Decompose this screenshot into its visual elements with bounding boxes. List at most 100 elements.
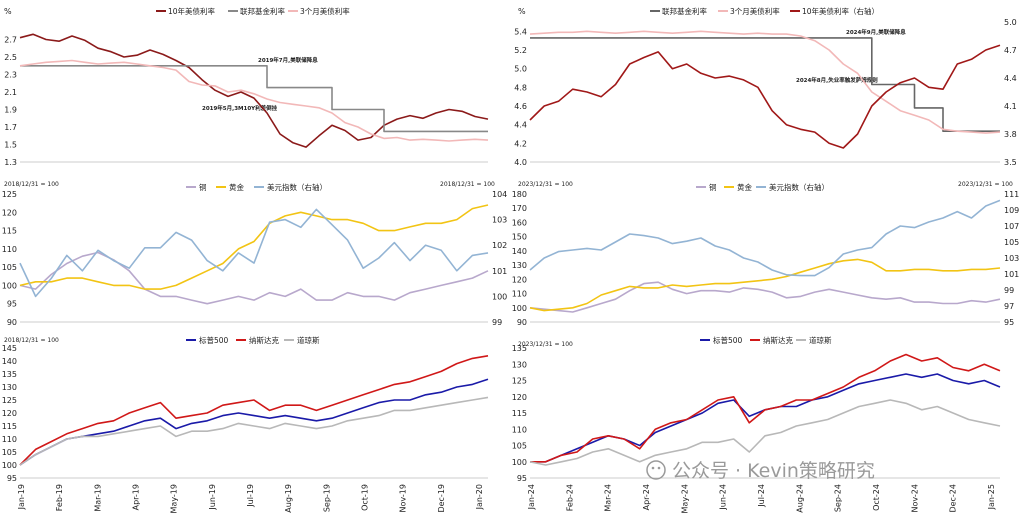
y2-tick-label: 101 — [492, 267, 507, 276]
y-tick-label: 140 — [2, 357, 17, 366]
y-tick-label: 1.9 — [4, 106, 17, 115]
y-tick-label: 125 — [2, 396, 17, 405]
chart-equities-2019: 2018/12/31 = 100 标普500 纳斯达克 道琼斯 145 140 13… — [2, 335, 489, 513]
base-label-right-3: 2023/12/31 = 100 — [958, 181, 1013, 188]
y2-tick-label: 109 — [1004, 206, 1019, 215]
y-tick-label: 145 — [2, 344, 17, 353]
y-tick-label: 115 — [2, 422, 17, 431]
y-tick-label: 2.3 — [4, 71, 17, 80]
legend-0-2: 3个月美债利率 — [300, 6, 350, 16]
x-tick-label: Oct-19 — [361, 484, 370, 511]
x-tick-label: Jan-20 — [475, 484, 484, 510]
legend-5-1: 纳斯达克 — [763, 335, 793, 345]
legend-1-2: 10年美债利率（右轴） — [802, 6, 879, 16]
y2-tick-label: 95 — [1004, 318, 1014, 327]
series-line — [530, 353, 1001, 463]
y-tick-label: 105 — [512, 442, 527, 451]
y2-tick-label: 103 — [492, 216, 507, 225]
y-tick-label: 5.0 — [514, 65, 527, 74]
y-tick-label: 130 — [512, 261, 527, 270]
y2-tick-label: 4.1 — [1004, 102, 1017, 111]
x-tick-label: Jun-24 — [719, 484, 728, 511]
x-tick-label: Oct-24 — [872, 484, 881, 511]
y2-tick-label: 103 — [1004, 254, 1019, 263]
chart-commodities-2019: 2018/12/31 = 100 2018/12/31 = 100 铜 黄金 美… — [2, 181, 508, 327]
legend-1-0: 联邦基金利率 — [662, 6, 707, 16]
series-line — [19, 59, 489, 142]
series-line — [530, 373, 1001, 463]
y-tick-label: 150 — [512, 233, 527, 242]
series-line — [19, 355, 489, 466]
y-tick-label: 1.3 — [4, 158, 17, 167]
y2-tick-label: 102 — [492, 241, 507, 250]
legend-4-1: 纳斯达克 — [249, 335, 279, 345]
x-tick-label: Aug-19 — [284, 484, 293, 513]
x-tick-label: Apr-24 — [642, 484, 651, 510]
base-label-4: 2018/12/31 = 100 — [4, 337, 59, 344]
legend-3-0: 铜 — [709, 182, 717, 192]
x-tick-label: Jul-19 — [246, 484, 255, 508]
series-line — [19, 378, 489, 466]
y-tick-label: 115 — [512, 409, 527, 418]
x-tick-label: Nov-24 — [910, 484, 919, 512]
series-line — [19, 396, 489, 466]
y2-tick-label: 3.8 — [1004, 130, 1017, 139]
y-tick-label: 1.5 — [4, 141, 17, 150]
x-tick-label: Mar-19 — [93, 484, 102, 512]
y-tick-label: 4.4 — [514, 121, 527, 130]
series-line — [529, 258, 1001, 312]
x-tick-label: Aug-24 — [795, 484, 804, 513]
y-tick-label: 2.1 — [4, 88, 17, 97]
y2-tick-label: 97 — [1004, 302, 1014, 311]
legend-4-2: 道琼斯 — [297, 335, 320, 345]
series-line — [19, 251, 489, 305]
y-tick-label: 110 — [2, 245, 17, 254]
x-tick-label: Jan-25 — [987, 484, 996, 510]
y-tick-label: 4.0 — [514, 158, 527, 167]
y-tick-label: 90 — [7, 318, 17, 327]
x-tick-label: Jan-24 — [527, 484, 536, 510]
y-tick-label: 110 — [512, 425, 527, 434]
x-tick-label: Jun-19 — [208, 484, 217, 511]
chart-equities-2024: 2023/12/31 = 100 标普500 纳斯达克 道琼斯 135 130 12… — [512, 335, 1001, 513]
y-tick-label: 100 — [512, 304, 527, 313]
y-tick-label: 135 — [512, 344, 527, 353]
series-line — [529, 199, 1001, 277]
watermark: 公众号 · Kevin策略研究 — [646, 460, 875, 482]
x-tick-label: Jan-19 — [17, 484, 26, 510]
y-tick-label: 130 — [2, 383, 17, 392]
legend-0-1: 联邦基金利率 — [240, 6, 285, 16]
y-tick-label: 125 — [512, 377, 527, 386]
x-tick-label: Nov-19 — [399, 484, 408, 512]
y-tick-label: 105 — [2, 263, 17, 272]
y-tick-label: 125 — [2, 190, 17, 199]
wechat-icon — [646, 460, 666, 480]
y-tick-label: 135 — [2, 370, 17, 379]
y-tick-label: 100 — [512, 458, 527, 467]
unit-label-0: % — [4, 7, 12, 16]
annotation-0-0: 2019年7月,美联储降息 — [258, 56, 318, 64]
x-tick-label: Feb-19 — [55, 484, 64, 511]
y-tick-label: 170 — [512, 204, 527, 213]
y2-tick-label: 105 — [1004, 238, 1019, 247]
y-tick-label: 130 — [512, 360, 527, 369]
series-line — [19, 33, 489, 148]
y-tick-label: 5.2 — [514, 46, 527, 55]
x-tick-label: Sep-19 — [322, 484, 331, 512]
y2-tick-label: 100 — [492, 292, 507, 301]
x-tick-label: Jul-24 — [757, 484, 766, 508]
x-tick-label: May-19 — [170, 484, 179, 513]
chart-us-rates-2019: % 10年美债利率 联邦基金利率 3个月美债利率 2.7 2.5 2.3 2.1 1.9… — [4, 6, 489, 167]
legend-4-0: 标普500 — [199, 335, 229, 345]
y-tick-label: 120 — [512, 275, 527, 284]
base-label-right-2: 2018/12/31 = 100 — [440, 181, 495, 188]
y-tick-label: 90 — [517, 318, 527, 327]
y2-tick-label: 99 — [1004, 286, 1014, 295]
y2-tick-label: 101 — [1004, 270, 1019, 279]
series-line — [530, 37, 1000, 132]
y-tick-label: 140 — [512, 247, 527, 256]
base-label-5: 2023/12/31 = 100 — [518, 341, 573, 348]
y-tick-label: 115 — [2, 227, 17, 236]
y-tick-label: 120 — [512, 393, 527, 402]
y-tick-label: 4.8 — [514, 83, 527, 92]
